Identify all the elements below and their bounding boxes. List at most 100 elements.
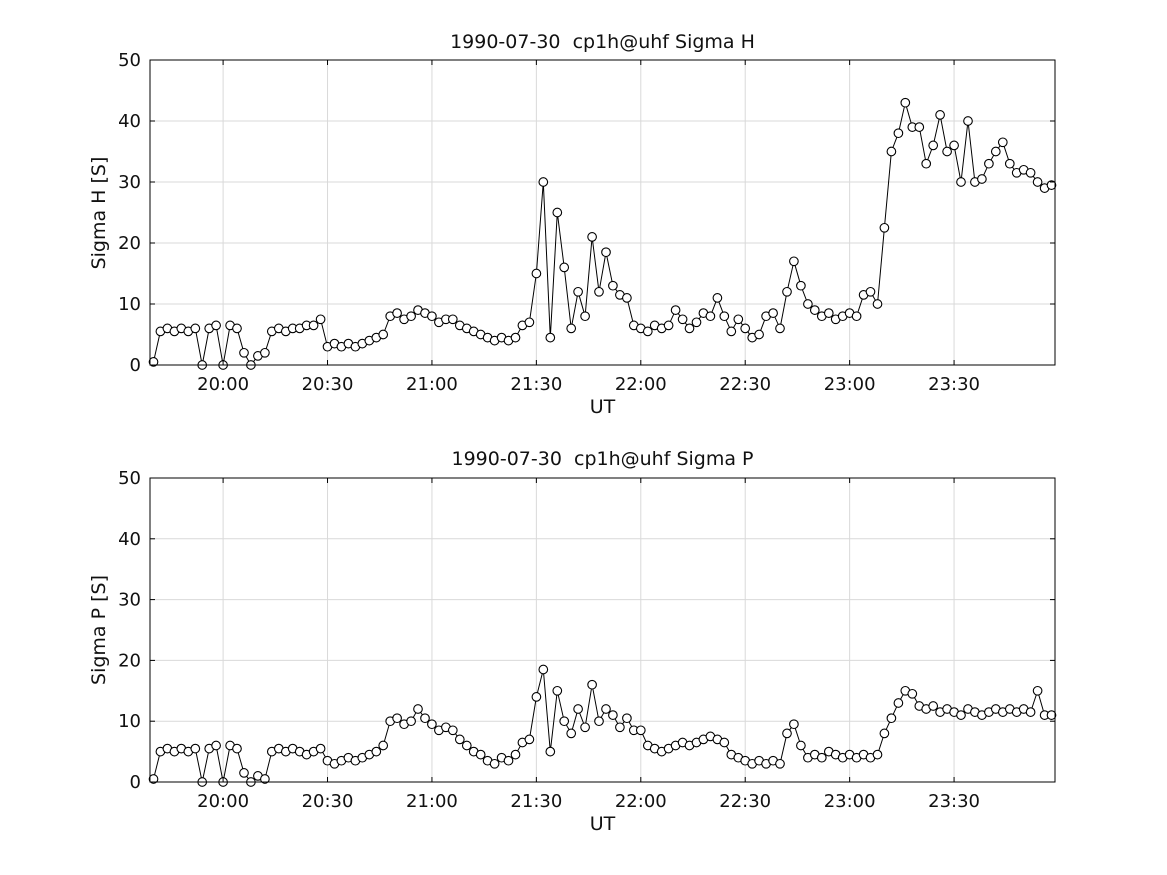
data-marker [531, 692, 542, 702]
data-marker [816, 752, 827, 763]
data-marker [148, 774, 159, 784]
data-marker [963, 116, 973, 126]
data-marker [427, 719, 437, 730]
data-marker [211, 320, 221, 331]
data-marker [886, 146, 897, 157]
y-tick-label: 40 [118, 529, 141, 550]
data-marker [461, 740, 472, 751]
data-marker [900, 97, 911, 108]
x-tick-label: 21:30 [510, 791, 562, 812]
y-tick-label: 30 [118, 172, 141, 193]
data-marker [712, 293, 723, 303]
data-marker [705, 311, 716, 322]
data-marker [232, 323, 242, 334]
data-marker [921, 158, 932, 169]
data-marker [879, 222, 890, 233]
data-marker [1046, 180, 1057, 190]
chart-1-axes: 20:00 20:30 21:00 21:30 22:00 22:30 23:00 23:30… [118, 468, 1057, 812]
x-tick-label: 22:30 [719, 791, 771, 812]
data-marker [914, 122, 925, 132]
data-marker [406, 311, 416, 322]
data-marker [559, 262, 570, 273]
x-tick-label: 21:30 [510, 374, 562, 395]
y-tick-label: 30 [118, 590, 141, 611]
data-marker [211, 740, 221, 751]
data-marker [594, 716, 604, 727]
data-marker [524, 317, 535, 328]
data-marker [997, 137, 1008, 148]
sigma-h-xlabel: UT [589, 396, 616, 418]
data-marker [670, 305, 681, 315]
data-marker [601, 247, 611, 258]
x-tick-label: 20:00 [197, 791, 249, 812]
data-marker [642, 326, 653, 337]
data-marker [691, 317, 702, 328]
data-marker [371, 746, 382, 757]
data-marker [580, 311, 590, 322]
data-marker [559, 716, 570, 727]
data-marker [447, 314, 458, 325]
data-marker [803, 299, 813, 309]
y-tick-label: 0 [130, 772, 141, 793]
data-marker [775, 758, 785, 769]
axes-box [149, 59, 1056, 366]
data-marker [510, 332, 521, 343]
data-marker [615, 722, 625, 733]
sigma-p-ylabel: Sigma P [S] [88, 575, 110, 685]
data-marker [823, 308, 834, 318]
data-marker [531, 268, 542, 279]
data-marker [454, 734, 465, 745]
data-marker [719, 737, 730, 748]
data-marker [538, 177, 549, 187]
data-marker [754, 329, 764, 340]
data-marker [308, 320, 319, 331]
x-tick-label: 20:00 [197, 374, 249, 395]
data-marker [942, 146, 952, 157]
data-marker [928, 140, 939, 151]
data-marker [1025, 707, 1036, 717]
data-marker [782, 728, 792, 739]
data-marker [552, 685, 563, 696]
data-marker [538, 664, 549, 675]
data-marker [232, 743, 242, 754]
x-tick-label: 22:00 [615, 791, 667, 812]
data-marker [524, 734, 535, 745]
data-marker [796, 740, 806, 751]
data-marker [789, 256, 799, 267]
data-marker [893, 128, 904, 139]
data-marker [879, 728, 890, 739]
data-marker [984, 158, 994, 169]
x-tick-label: 23:30 [928, 374, 980, 395]
sigma-h-chart-title: 1990-07-30 cp1h@uhf Sigma H [450, 31, 755, 53]
data-line [153, 669, 1052, 783]
data-marker [663, 320, 674, 331]
sigma-h-ylabel: Sigma H [S] [88, 156, 110, 270]
data-marker [726, 326, 737, 337]
data-marker [851, 311, 862, 322]
data-marker [566, 323, 577, 334]
data-marker [796, 280, 806, 291]
data-marker [608, 710, 618, 720]
data-marker [587, 679, 597, 690]
data-marker [893, 698, 904, 708]
data-marker [865, 286, 876, 297]
y-tick-label: 0 [130, 355, 141, 376]
y-tick-label: 50 [118, 468, 141, 489]
data-marker [239, 768, 249, 778]
data-marker [684, 323, 695, 334]
data-marker [545, 746, 556, 757]
x-tick-label: 23:00 [824, 791, 876, 812]
data-marker [789, 719, 799, 730]
data-marker [677, 314, 688, 325]
data-marker [935, 110, 945, 120]
data-marker [427, 311, 437, 322]
data-marker [315, 743, 326, 754]
data-marker [1004, 158, 1015, 169]
y-tick-label: 10 [118, 294, 141, 315]
data-marker [573, 286, 583, 297]
data-marker [148, 357, 159, 367]
data-marker [489, 758, 500, 769]
data-marker [1025, 167, 1036, 178]
data-marker [315, 314, 326, 325]
